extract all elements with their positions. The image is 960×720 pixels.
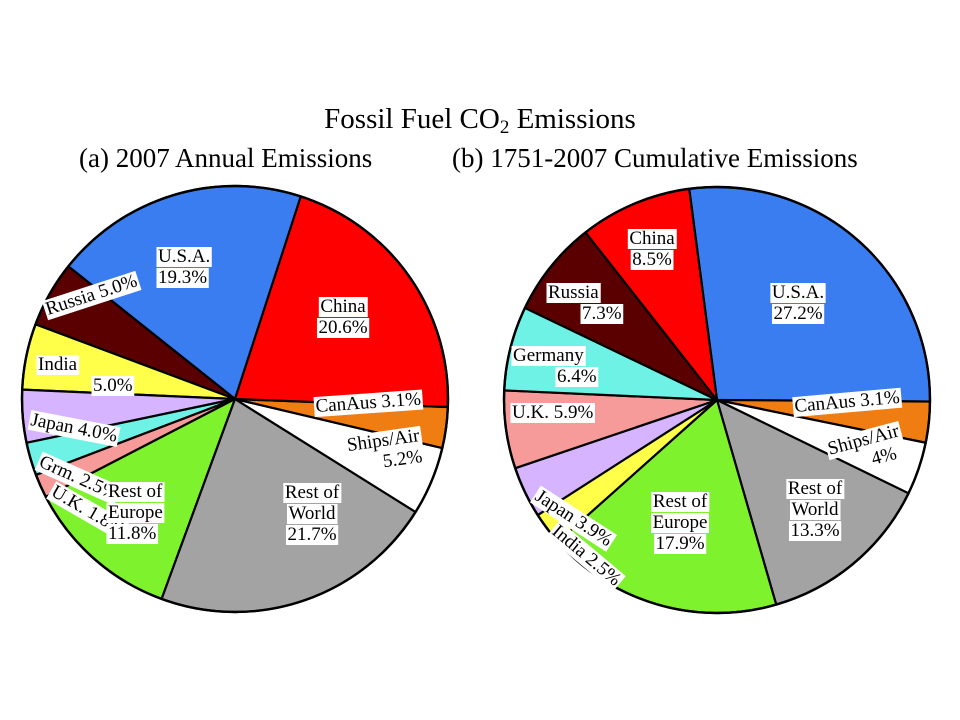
pie-annual-label-rest-of-europe-line-1: Rest of <box>108 481 163 502</box>
pie-cumulative-label-bg <box>824 420 904 461</box>
pie-cumulative-label-bg <box>653 534 707 554</box>
pie-cumulative-label-rest-of-world-line-3: 13.3% <box>790 520 839 541</box>
pie-cumulative-label-bg <box>651 492 710 512</box>
pie-cumulative-label-germany-line-1: Germany <box>513 345 584 366</box>
pie-annual-label-bg <box>283 483 342 503</box>
pie-annual-label-india-line-1: India <box>38 354 78 375</box>
pie-annual-label-bg <box>41 270 142 321</box>
pie-cumulative-label-bg <box>580 304 624 324</box>
pie-annual-label-china-line-2: 20.6% <box>318 317 367 338</box>
pie-cumulative-label-russia-line-1: Russia <box>548 282 599 303</box>
pie-cumulative-label-germany-line-2: 6.4% <box>557 366 597 387</box>
pie-cumulative-label-bg <box>788 521 842 541</box>
pie-annual-label-bg <box>106 482 165 502</box>
pie-cumulative-label-bg <box>789 500 841 520</box>
pie-annual-label-bg <box>91 376 135 396</box>
pie-cumulative-label-rest-of-europe-line-3: 17.9% <box>655 533 704 554</box>
pie-annual-label-india: India 5.0% <box>36 354 135 396</box>
pie-annual-label-bg <box>318 297 368 317</box>
pie-cumulative-label-bg <box>555 367 599 387</box>
pie-annual-label-u-s-a-line-2: 19.3% <box>158 267 207 288</box>
pie-annual-label-china-line-1: China <box>320 296 366 317</box>
pie-annual-label-u-s-a-line-1: U.S.A. <box>158 246 210 267</box>
pie-cumulative-label-u-k: U.K. 5.9% <box>510 402 595 423</box>
pie-cumulative-label-bg <box>546 283 601 303</box>
figure-title-subscript: 2 <box>499 117 510 138</box>
pie-cumulative-label-bg <box>770 283 826 303</box>
pie-annual-label-rest-of-europe-line-2: Europe <box>108 502 163 523</box>
pie-annual-label-bg <box>106 503 165 523</box>
figure-title-suffix: Emissions <box>509 103 636 135</box>
pie-annual-label-bg <box>313 389 424 418</box>
pie-annual-label-rest-of-world-line-3: 21.7% <box>287 524 336 545</box>
pie-cumulative-label-u-s-a-line-1: U.S.A. <box>772 282 824 303</box>
pie-cumulative-label-china-line-2: 8.5% <box>632 249 672 270</box>
pie-cumulative-label-bg <box>792 387 903 418</box>
pie-annual-label-bg <box>380 446 426 473</box>
chart-a-title: (a) 2007 Annual Emissions <box>79 143 373 173</box>
pie-annual-label-rest-of-world-line-1: Rest of <box>285 482 340 503</box>
pie-cumulative-label-bg <box>510 403 595 423</box>
pie-annual-label-bg <box>285 525 339 545</box>
figure-title: Fossil Fuel CO2 Emissions <box>0 102 960 138</box>
pie-cumulative-label-bg <box>771 304 825 324</box>
pie-cumulative-outline <box>502 185 932 615</box>
pie-annual-label-bg <box>156 268 209 288</box>
pie-cumulative-label-bg <box>786 479 845 499</box>
pie-cumulative-label-rest-of-world-line-1: Rest of <box>788 478 843 499</box>
pie-cumulative-label-bg <box>511 346 586 366</box>
pie-cumulative-label-bg <box>627 229 677 249</box>
pie-annual-label-bg <box>344 425 423 457</box>
pie-annual-outline <box>20 184 450 614</box>
figure-title-main: Fossil Fuel CO <box>324 103 500 135</box>
pie-annual-label-bg <box>34 451 123 506</box>
pie-cumulative-label-u-s-a-line-2: 27.2% <box>773 303 822 324</box>
pie-annual-label-bg <box>36 355 80 375</box>
pie-cumulative-label-rest-of-europe-line-1: Rest of <box>653 491 708 512</box>
pie-cumulative-label-bg <box>530 485 618 552</box>
pie-annual-label-bg <box>27 409 121 447</box>
pie-cumulative-label-u-k-line-1: U.K. 5.9% <box>512 402 593 423</box>
pie-annual-label-bg <box>316 318 370 338</box>
pie-annual-label-india-line-2: 5.0% <box>93 375 133 396</box>
pie-annual-label-rest-of-world-line-2: World <box>288 503 336 524</box>
pie-cumulative-label-u-s-a: U.S.A.27.2% <box>770 282 826 324</box>
pie-cumulative-label-bg <box>867 443 901 471</box>
chart-b-title: (b) 1751-2007 Cumulative Emissions <box>452 143 858 173</box>
pie-cumulative-label-bg <box>651 513 709 533</box>
pie-cumulative-label-bg <box>630 250 674 270</box>
pie-cumulative-label-russia-line-2: 7.3% <box>582 303 622 324</box>
pie-annual-label-bg <box>106 524 159 544</box>
pie-cumulative-label-china-line-1: China <box>629 228 675 249</box>
pie-cumulative-label-rest-of-europe-line-2: Europe <box>653 512 708 533</box>
pie-cumulative-label-bg <box>546 520 626 592</box>
pie-cumulative-label-rest-of-world-line-2: World <box>791 499 839 520</box>
pie-annual-label-u-s-a: U.S.A.19.3% <box>156 246 212 288</box>
pie-annual-label-bg <box>156 247 212 267</box>
pie-annual-label-bg <box>286 504 338 524</box>
pie-annual-label-rest-of-europe-line-3: 11.8% <box>108 523 157 544</box>
